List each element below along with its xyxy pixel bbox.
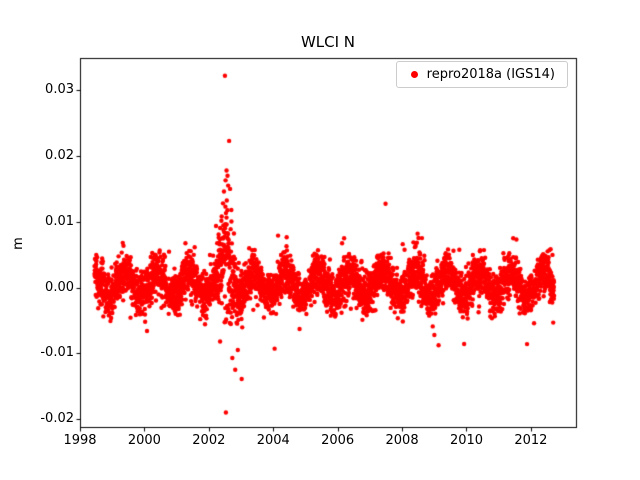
legend-marker-dot (410, 71, 418, 78)
legend: repro2018a (IGS14) (395, 61, 568, 88)
legend-label: repro2018a (IGS14) (426, 67, 555, 82)
